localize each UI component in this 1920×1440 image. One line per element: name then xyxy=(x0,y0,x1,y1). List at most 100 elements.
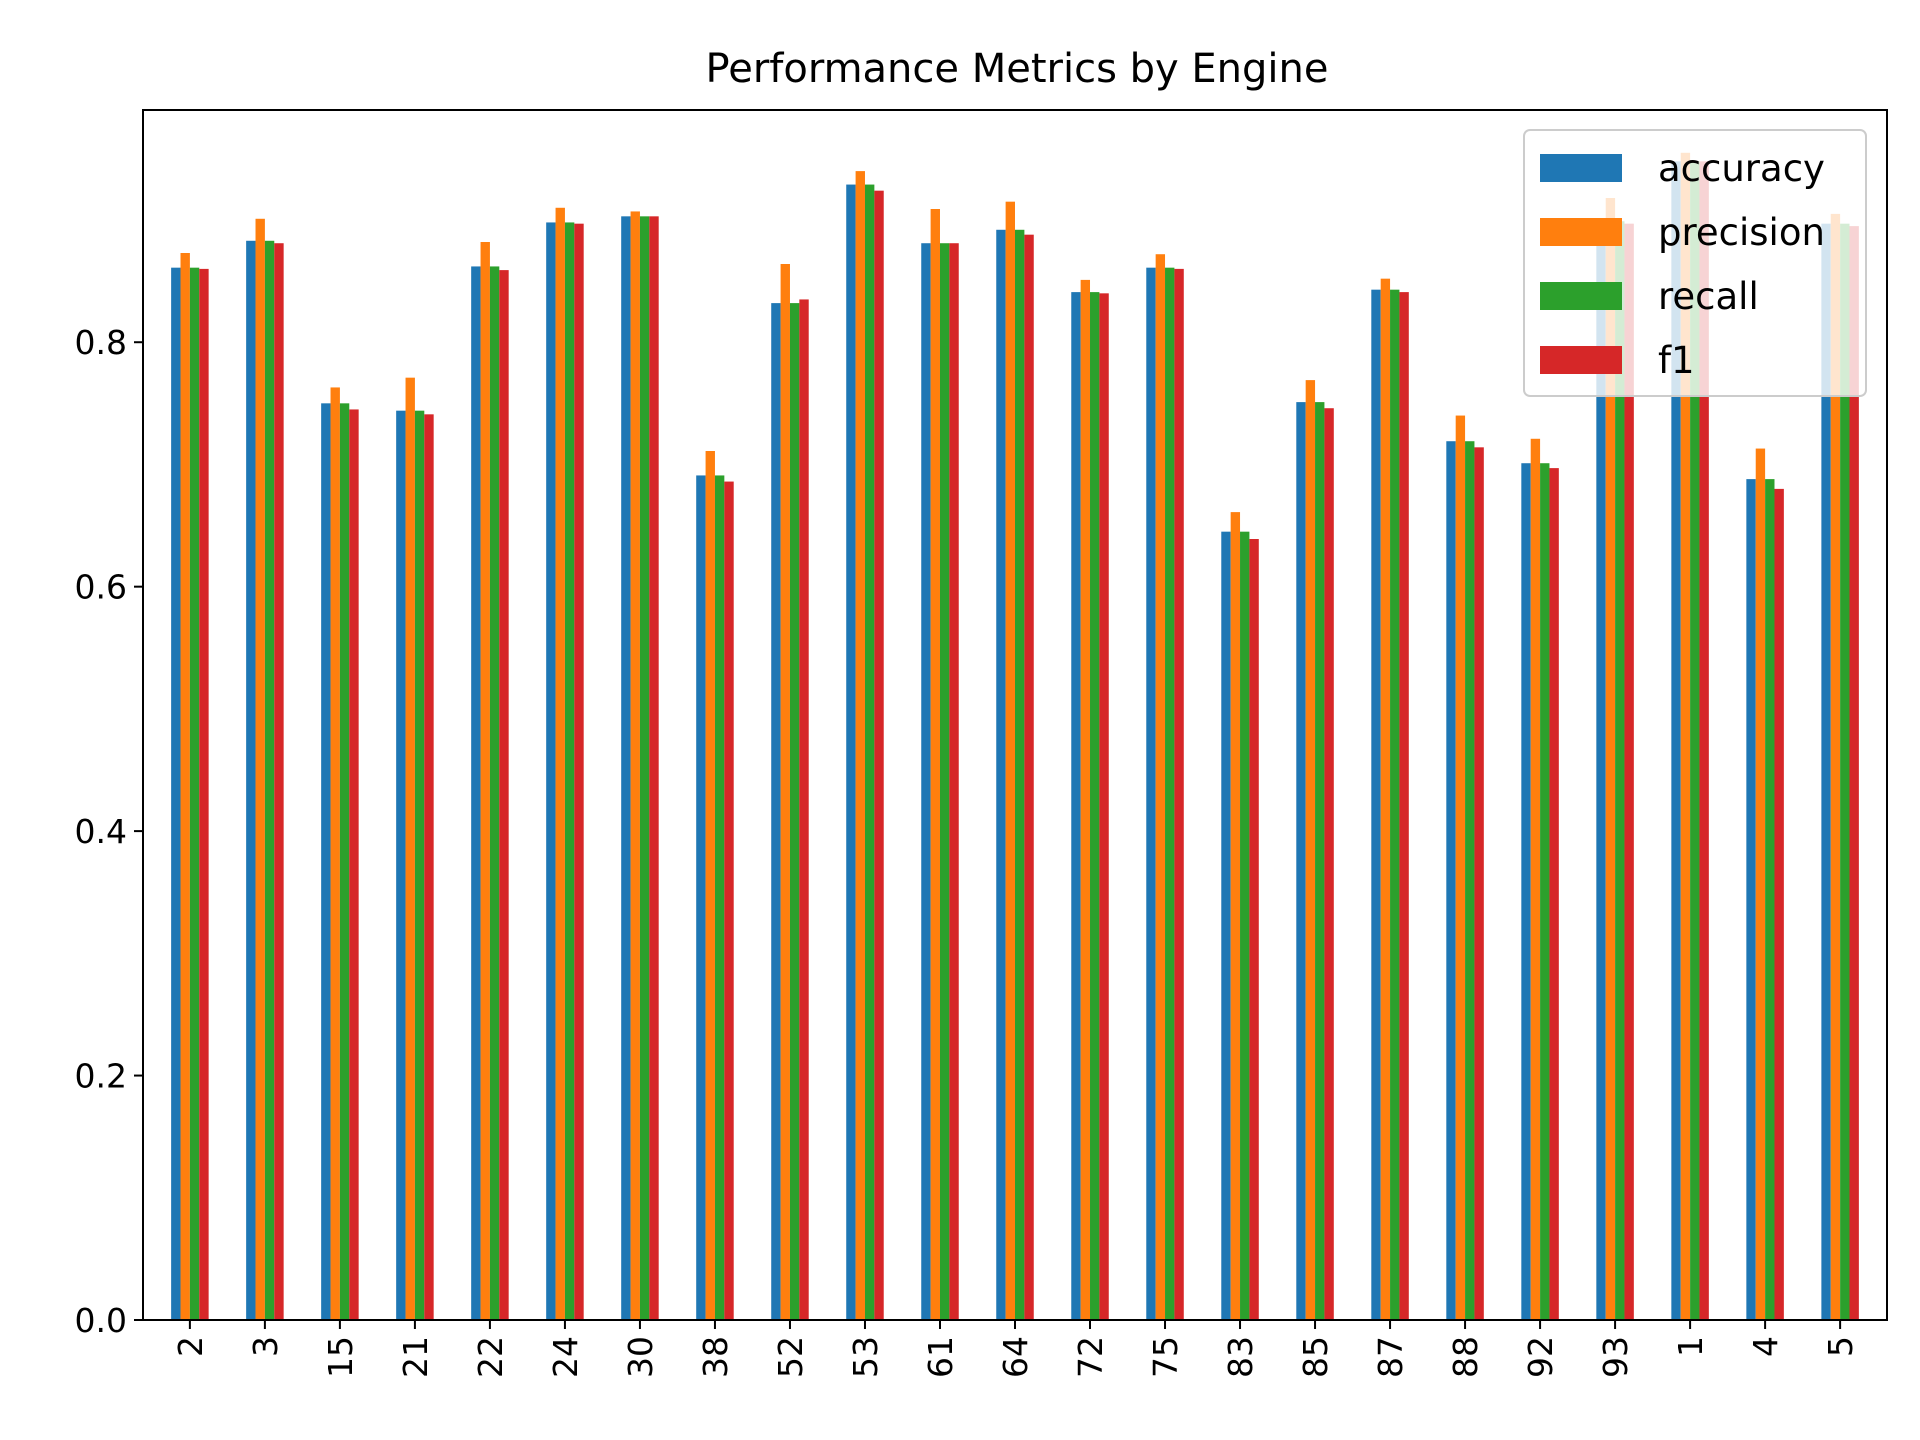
bar-accuracy-61 xyxy=(921,243,931,1321)
x-tick-label: 52 xyxy=(771,1336,810,1378)
bar-accuracy-30 xyxy=(621,216,631,1321)
y-tick-label: 0.2 xyxy=(75,1057,127,1096)
bar-recall-38 xyxy=(714,475,725,1320)
x-tick-label: 93 xyxy=(1596,1336,1635,1378)
bar-accuracy-87 xyxy=(1371,289,1381,1320)
bar-precision-2 xyxy=(180,253,190,1320)
bar-precision-15 xyxy=(330,387,340,1320)
bar-precision-72 xyxy=(1080,279,1091,1320)
bar-accuracy-22 xyxy=(471,266,481,1321)
bar-recall-30 xyxy=(639,216,650,1321)
bar-f1-3 xyxy=(274,243,284,1321)
x-tick-label: 92 xyxy=(1521,1336,1560,1378)
bar-recall-61 xyxy=(939,243,950,1321)
y-tick-label: 0.6 xyxy=(75,568,127,607)
bar-precision-52 xyxy=(780,264,790,1320)
bar-recall-88 xyxy=(1465,441,1475,1321)
x-tick-label: 53 xyxy=(846,1336,885,1378)
bar-f1-75 xyxy=(1174,268,1184,1320)
bar-precision-75 xyxy=(1155,254,1166,1321)
bar-f1-52 xyxy=(799,299,809,1320)
legend-swatch-precision xyxy=(1540,218,1622,246)
bar-f1-30 xyxy=(649,216,659,1321)
bar-f1-15 xyxy=(349,409,359,1320)
bar-recall-53 xyxy=(864,184,875,1320)
x-tick-label: 22 xyxy=(471,1336,510,1378)
bar-accuracy-5 xyxy=(1821,223,1831,1320)
bar-precision-3 xyxy=(255,218,265,1320)
bar-accuracy-85 xyxy=(1296,402,1306,1320)
bar-recall-21 xyxy=(414,410,425,1320)
bar-recall-93 xyxy=(1615,221,1625,1321)
bar-f1-5 xyxy=(1849,226,1859,1321)
bar-f1-24 xyxy=(574,223,584,1320)
bar-f1-38 xyxy=(724,481,734,1320)
x-tick-label: 61 xyxy=(921,1336,960,1378)
bar-precision-22 xyxy=(480,242,490,1320)
bar-accuracy-53 xyxy=(846,184,856,1320)
bar-recall-24 xyxy=(564,222,575,1321)
bar-precision-38 xyxy=(705,451,715,1320)
bar-accuracy-3 xyxy=(246,240,256,1320)
x-tick-label: 72 xyxy=(1071,1336,1110,1378)
y-tick-label: 0.8 xyxy=(75,323,127,362)
bar-accuracy-92 xyxy=(1521,463,1531,1321)
x-tick-label: 38 xyxy=(696,1336,735,1378)
x-tick-label: 83 xyxy=(1221,1336,1260,1378)
legend-swatch-accuracy xyxy=(1540,154,1622,182)
bar-precision-30 xyxy=(630,211,640,1321)
bar-accuracy-83 xyxy=(1221,531,1231,1320)
bar-recall-92 xyxy=(1540,463,1550,1321)
bar-f1-1 xyxy=(1699,161,1709,1321)
legend-label-precision: precision xyxy=(1658,211,1825,254)
bars-layer xyxy=(171,152,1859,1321)
x-tick-label: 5 xyxy=(1821,1336,1860,1357)
bar-f1-21 xyxy=(424,414,434,1321)
bar-precision-53 xyxy=(855,171,865,1321)
legend-label-f1: f1 xyxy=(1658,339,1695,382)
x-tick-label: 3 xyxy=(246,1336,285,1357)
bar-f1-4 xyxy=(1774,488,1784,1320)
bar-precision-61 xyxy=(930,209,940,1320)
bar-recall-2 xyxy=(189,267,200,1320)
series-recall xyxy=(189,161,1850,1321)
x-tick-label: 64 xyxy=(996,1336,1035,1378)
bar-precision-92 xyxy=(1530,438,1541,1320)
bar-f1-22 xyxy=(499,270,509,1320)
bar-accuracy-24 xyxy=(546,222,556,1321)
bar-recall-22 xyxy=(489,266,500,1321)
legend: accuracy precision recall f1 xyxy=(1523,129,1867,397)
bar-f1-92 xyxy=(1549,468,1559,1320)
bar-accuracy-88 xyxy=(1446,441,1456,1321)
series-precision xyxy=(180,152,1841,1321)
x-tick-label: 21 xyxy=(396,1336,435,1378)
bar-precision-93 xyxy=(1605,198,1616,1320)
bar-f1-61 xyxy=(949,243,959,1321)
bar-recall-4 xyxy=(1765,479,1775,1320)
series-f1 xyxy=(199,161,1859,1321)
x-tick-label: 30 xyxy=(621,1336,660,1378)
bar-f1-88 xyxy=(1474,447,1484,1321)
bar-recall-72 xyxy=(1090,292,1100,1320)
y-tick-label: 0.0 xyxy=(75,1301,127,1340)
y-tick-label: 0.4 xyxy=(75,812,127,851)
axes-layer: 0.00.20.40.60.82 3 15 21 22 24 30 38 52 53 61 64 72 7… xyxy=(75,109,1888,1378)
bar-recall-1 xyxy=(1690,161,1700,1321)
bar-f1-93 xyxy=(1624,223,1634,1320)
chart-title: Performance Metrics by Engine xyxy=(706,46,1329,92)
bar-accuracy-93 xyxy=(1596,221,1606,1321)
bar-f1-72 xyxy=(1099,293,1109,1321)
x-tick-label: 85 xyxy=(1296,1336,1335,1378)
bar-recall-15 xyxy=(339,403,350,1321)
bar-precision-83 xyxy=(1230,512,1241,1320)
bar-precision-64 xyxy=(1005,201,1015,1320)
bar-precision-5 xyxy=(1830,213,1841,1320)
x-tick-label: 24 xyxy=(546,1336,585,1378)
bar-recall-52 xyxy=(789,303,800,1320)
bar-accuracy-52 xyxy=(771,303,781,1320)
x-tick-label: 87 xyxy=(1371,1336,1410,1378)
bar-precision-21 xyxy=(405,377,415,1320)
bar-recall-83 xyxy=(1240,531,1250,1320)
x-tick-label: 75 xyxy=(1146,1336,1185,1378)
